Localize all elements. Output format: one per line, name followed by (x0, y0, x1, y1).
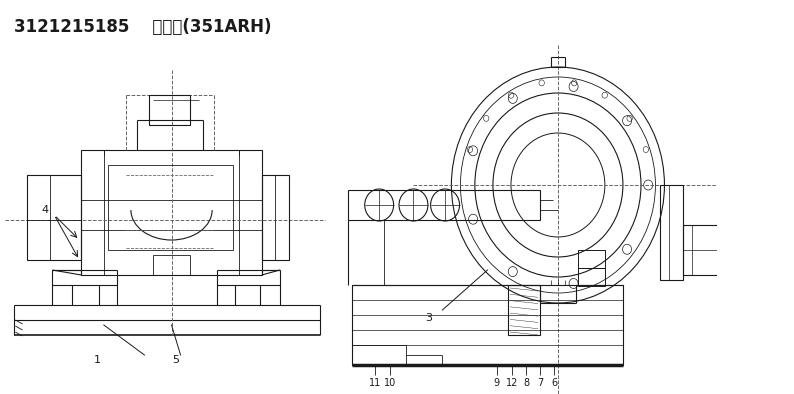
Bar (508, 285, 540, 335)
Text: 3: 3 (426, 313, 432, 323)
Bar (578, 268, 605, 286)
Bar (578, 250, 605, 268)
Text: 1: 1 (94, 355, 101, 365)
Bar (27, 175, 81, 260)
Text: 3121215185    回转头(351ARH): 3121215185 回转头(351ARH) (13, 18, 271, 36)
Bar (81, 150, 262, 275)
Text: 4: 4 (41, 205, 48, 215)
Bar (348, 190, 540, 220)
Text: 9: 9 (493, 378, 499, 388)
Bar (262, 175, 289, 260)
Text: 8: 8 (523, 378, 530, 388)
Bar (108, 165, 233, 250)
Bar (153, 255, 190, 275)
Text: 7: 7 (537, 378, 543, 388)
Text: 10: 10 (384, 378, 396, 388)
Bar (683, 225, 723, 275)
Text: 5: 5 (172, 355, 179, 365)
Bar (149, 95, 190, 125)
Bar (352, 285, 623, 365)
Text: 12: 12 (506, 378, 518, 388)
Text: 6: 6 (551, 378, 557, 388)
Text: 11: 11 (368, 378, 381, 388)
Bar (660, 185, 683, 280)
